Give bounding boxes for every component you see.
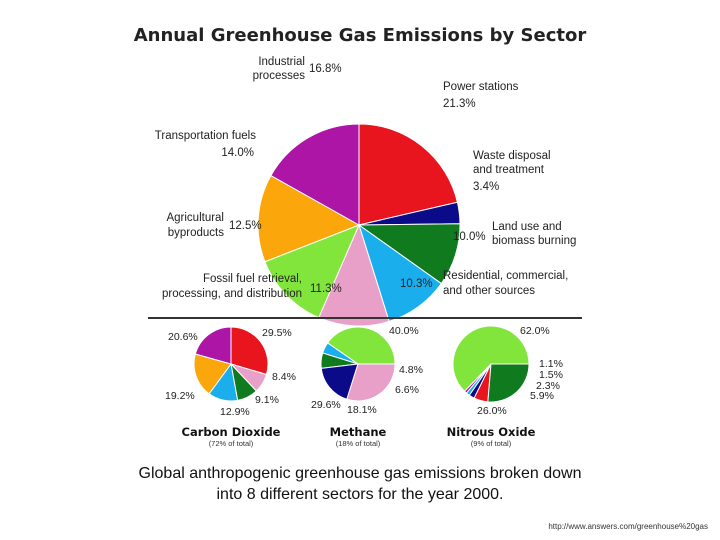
- main-pie: [257, 123, 461, 327]
- nitrous-oxide-value-label: 1.1%: [539, 358, 563, 370]
- main-pie-value-label: 12.5%: [229, 220, 262, 232]
- main-pie-value-label: 21.3%: [443, 98, 476, 110]
- nitrous-oxide-value-label: 2.3%: [536, 380, 560, 392]
- main-pie-label: Power stations: [443, 81, 519, 93]
- main-chart-title: Annual Greenhouse Gas Emissions by Secto…: [134, 25, 587, 46]
- methane-pie-slice-fossil-fuel-retrieval-processing-and-distribution: [346, 363, 396, 402]
- methane-value-label: 18.1%: [347, 404, 377, 416]
- main-pie-value-label: 10.3%: [400, 278, 433, 290]
- co2-subtitle: (72% of total): [209, 439, 254, 448]
- main-pie-label: and other sources: [443, 285, 535, 297]
- main-pie-value-label: 14.0%: [221, 147, 254, 159]
- methane-pie-slice-waste-disposal-and-treatment: [320, 363, 359, 400]
- co2-pie-slice-industrial-processes: [194, 326, 232, 365]
- carbon-dioxide-pie: [193, 326, 269, 402]
- nitrous-oxide-pie-slice-land-use-and-biomass-burning: [487, 363, 530, 403]
- co2-value-label: 9.1%: [255, 394, 279, 406]
- methane-value-label: 40.0%: [389, 325, 419, 337]
- co2-pie-slice-power-stations: [230, 326, 269, 376]
- main-pie-label: processes: [253, 70, 306, 82]
- nitrous-oxide-value-label: 26.0%: [477, 405, 507, 417]
- emissions-figure: Annual Greenhouse Gas Emissions by Secto…: [134, 25, 587, 448]
- small-pie-labels: 29.5% 8.4% 9.1% 12.9% 19.2% 20.6% 40.0% 4.8% 6.6…: [165, 325, 563, 418]
- main-pie-label: biomass burning: [492, 235, 576, 247]
- co2-value-label: 12.9%: [220, 406, 250, 418]
- methane-title: Methane: [330, 425, 387, 439]
- main-pie-label: processing, and distribution: [162, 288, 302, 300]
- main-pie-slice-industrial-processes: [270, 123, 360, 226]
- main-pie-value-label: 11.3%: [310, 283, 342, 295]
- main-pie-label: Fossil fuel retrieval,: [203, 273, 302, 285]
- main-pie-label: Agricultural: [166, 212, 224, 224]
- main-pie-slice-transportation-fuels: [257, 174, 361, 263]
- main-pie-label: byproducts: [168, 227, 225, 239]
- main-pie-label: Industrial: [258, 56, 305, 68]
- source-link[interactable]: http://www.answers.com/greenhouse%20gas: [548, 522, 708, 531]
- nitrous-oxide-value-label: 62.0%: [520, 325, 550, 337]
- main-pie-label: Waste disposal: [473, 150, 551, 162]
- main-pie-label: Residential, commercial,: [443, 270, 568, 282]
- co2-value-label: 19.2%: [165, 390, 195, 402]
- methane-value-label: 29.6%: [311, 399, 341, 411]
- co2-value-label: 29.5%: [262, 327, 292, 339]
- main-pie-label: Transportation fuels: [155, 130, 256, 142]
- main-pie-slice-agricultural-byproducts: [264, 224, 360, 319]
- nitrous-oxide-pie: [452, 325, 530, 403]
- slide-caption: Global anthropogenic greenhouse gas emis…: [100, 463, 620, 505]
- methane-pie-slice-agricultural-byproducts: [326, 326, 396, 365]
- nitrous-oxide-value-label: 5.9%: [530, 390, 554, 402]
- methane-value-label: 4.8%: [399, 364, 423, 376]
- main-pie-value-label: 10.0%: [453, 231, 486, 243]
- co2-value-label: 8.4%: [272, 371, 296, 383]
- caption-line: into 8 different sectors for the year 20…: [216, 486, 504, 503]
- methane-subtitle: (18% of total): [336, 439, 381, 448]
- co2-title: Carbon Dioxide: [182, 425, 281, 439]
- nitrous-oxide-value-label: 1.5%: [539, 369, 563, 381]
- main-pie-label: Land use and: [492, 221, 562, 233]
- main-pie-label: and treatment: [473, 164, 545, 176]
- co2-value-label: 20.6%: [168, 331, 198, 343]
- main-pie-value-label: 3.4%: [473, 181, 499, 193]
- main-pie-slice-power-stations: [358, 123, 459, 226]
- co2-pie-slice-transportation-fuels: [193, 353, 232, 395]
- methane-value-label: 6.6%: [395, 384, 419, 396]
- nitrous-oxide-title: Nitrous Oxide: [447, 425, 536, 439]
- methane-pie: [320, 326, 396, 402]
- caption-line: Global anthropogenic greenhouse gas emis…: [138, 465, 582, 482]
- nitrous-oxide-subtitle: (9% of total): [471, 439, 512, 448]
- main-pie-value-label: 16.8%: [309, 63, 342, 75]
- nitrous-oxide-pie-slice-agricultural-byproducts: [452, 325, 530, 392]
